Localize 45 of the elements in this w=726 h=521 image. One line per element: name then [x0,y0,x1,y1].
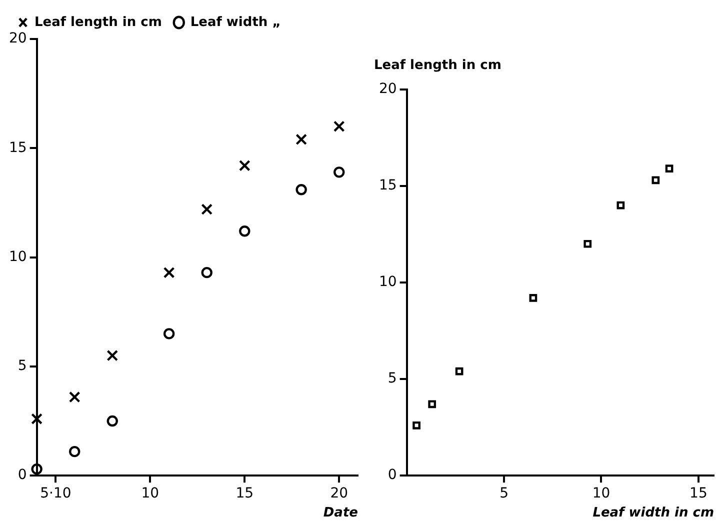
y-tick-label: 20 [378,81,397,98]
point [412,421,420,430]
point [652,176,660,184]
point [296,134,308,146]
point [31,413,43,425]
y-tick-label: 15 [8,140,27,156]
y-tick-label: 5 [18,358,27,374]
legend-label: Leaf width „ [190,14,281,30]
point [201,266,212,278]
point [428,400,436,408]
x-axis-title: Date [323,506,358,521]
y-tick-label: 15 [378,178,397,194]
y-tick-label: 0 [18,467,27,484]
point [334,166,345,178]
point [68,391,80,403]
y-tick-label: 10 [378,274,397,290]
point [616,201,625,210]
point [106,415,118,427]
x-tick-label: 20 [330,486,348,502]
x-axis-title: Leaf width in cm [592,506,714,521]
x-tick-label: 5·10 [40,486,72,502]
point [69,446,80,458]
legend-label: Leaf length in cm [34,14,162,30]
point [296,184,307,196]
point [163,328,175,340]
y-tick-label: 20 [8,30,27,47]
y-axis-title: Leaf length in cm [373,58,502,75]
point [106,350,118,362]
point [238,160,250,172]
point [201,204,213,215]
x-tick-label: 15 [236,486,254,502]
point [455,367,464,376]
point [163,266,175,278]
x-tick-label: 10 [592,486,610,502]
point [665,164,674,172]
point [333,120,345,132]
point [529,294,538,302]
y-tick-label: 10 [8,248,27,265]
x-tick-label: 5 [500,486,508,502]
x-tick-label: 15 [690,486,708,502]
y-tick-label: 0 [388,467,397,484]
point [584,240,592,248]
y-tick-label: 5 [388,370,397,387]
point [239,226,250,237]
x-tick-label: 10 [141,486,160,502]
